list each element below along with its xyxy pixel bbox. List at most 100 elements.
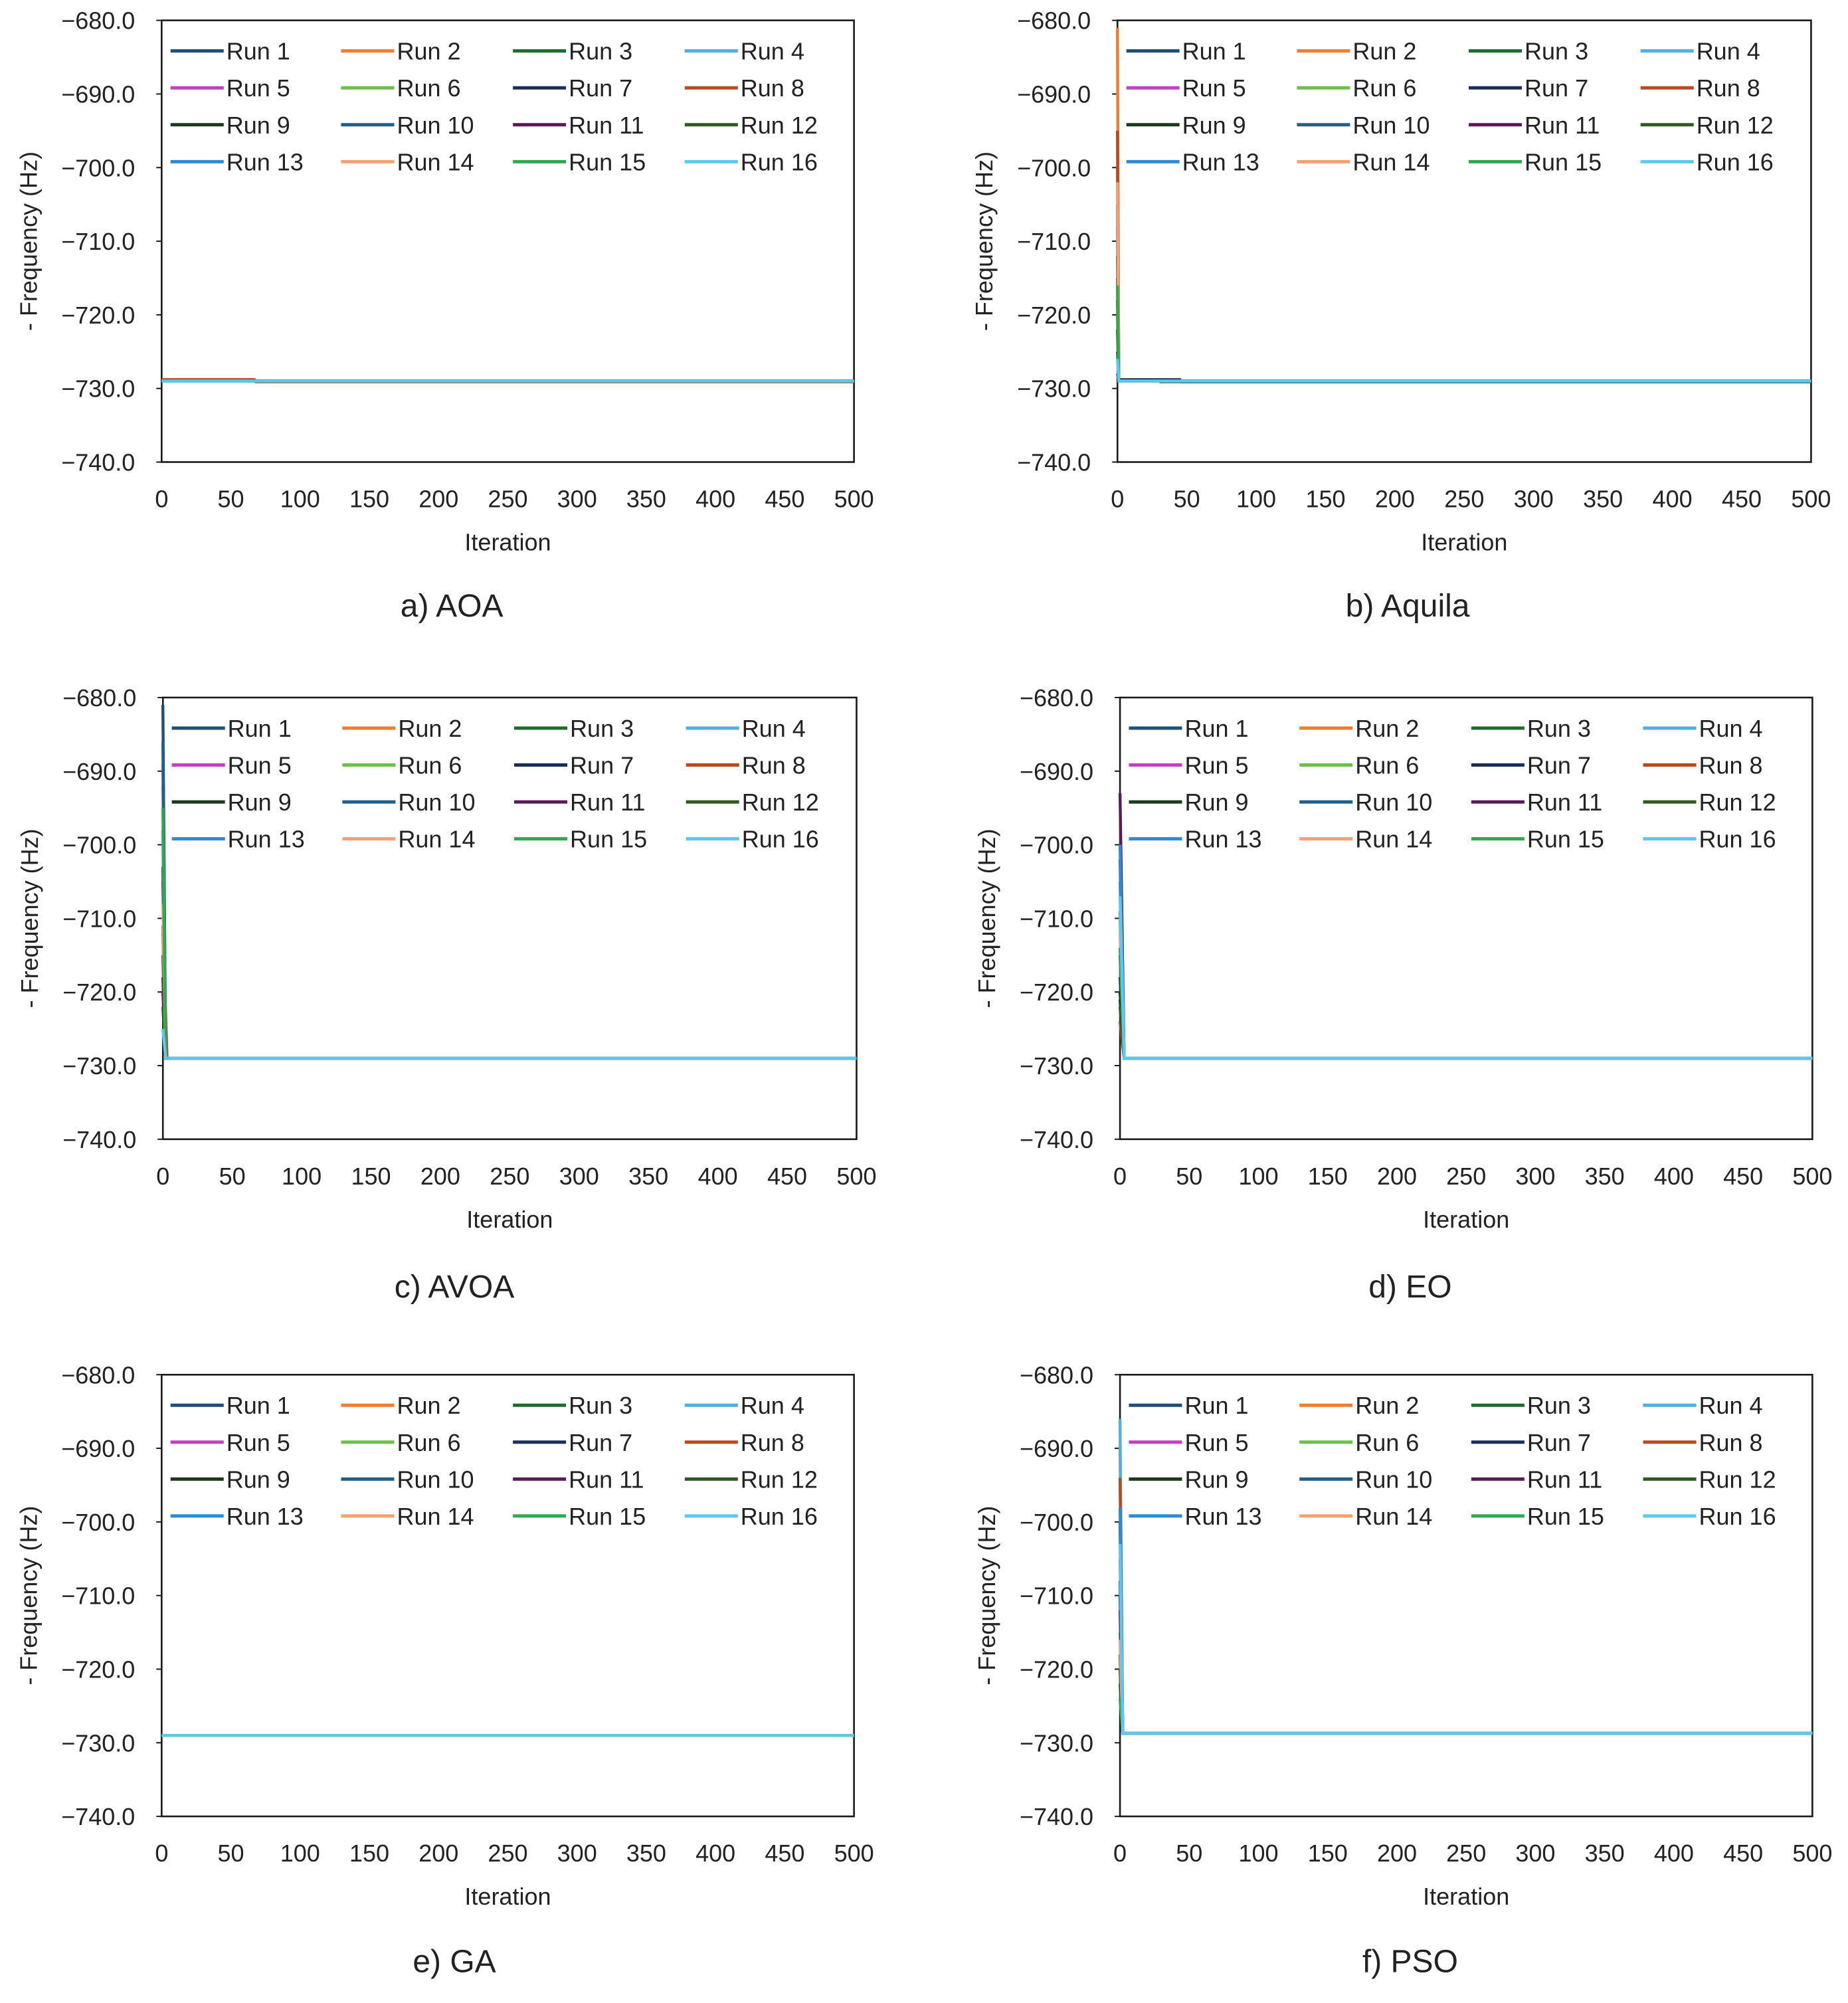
legend: Run 1 Run 2 Run 3 Run 4 Run 5 Run 6 Run 7 Run 8… (170, 1392, 818, 1530)
y-tick-label: −690.0 (1017, 80, 1091, 108)
panel-caption: e) GA (413, 1945, 496, 1980)
x-tick-label: 200 (1377, 1163, 1417, 1190)
chart-panel-c: −680.0 −690.0 −700.0 −710.0 −720.0 −730.0 −740… (16, 684, 876, 1305)
legend-label: Run 9 (1184, 789, 1248, 816)
x-tick-label: 500 (1791, 486, 1831, 513)
x-tick-label: 200 (418, 1840, 458, 1867)
legend-label: Run 14 (1352, 148, 1430, 175)
chart-panel-a: −680.0 −690.0 −700.0 −710.0 −720.0 −730.0 −740… (15, 7, 874, 624)
legend-label: Run 1 (1184, 715, 1248, 742)
legend-label: Run 11 (1527, 789, 1602, 816)
x-tick-label: 200 (420, 1163, 460, 1190)
panel-caption: b) Aquila (1346, 589, 1470, 624)
x-tick-label: 250 (488, 486, 527, 513)
y-tick-label: −720.0 (1017, 302, 1091, 329)
legend-label: Run 10 (1352, 112, 1430, 139)
legend-label: Run 4 (1699, 715, 1763, 742)
legend-label: Run 6 (398, 752, 462, 779)
x-tick-label: 300 (1515, 1840, 1555, 1867)
chart-panel-b: −680.0 −690.0 −700.0 −710.0 −720.0 −730.0 −740… (970, 7, 1831, 624)
y-tick-label: −720.0 (61, 1656, 135, 1683)
x-axis-label: Iteration (1423, 1883, 1509, 1910)
legend-label: Run 14 (1355, 1503, 1432, 1530)
plot-area (1116, 19, 1812, 463)
legend-label: Run 1 (1184, 1392, 1248, 1419)
legend-label: Run 14 (398, 826, 475, 853)
y-tick-label: −700.0 (1017, 154, 1091, 181)
x-tick-label: 200 (418, 486, 458, 513)
x-axis-label: Iteration (464, 529, 551, 556)
legend: Run 1 Run 2 Run 3 Run 4 Run 5 Run 6 Run 7 Run 8… (1129, 715, 1776, 853)
x-tick-label: 350 (628, 1163, 668, 1190)
legend-label: Run 12 (1699, 1466, 1776, 1493)
legend-label: Run 16 (1697, 148, 1774, 175)
legend-label: Run 3 (1527, 1392, 1591, 1419)
legend-label: Run 11 (570, 789, 645, 816)
legend-label: Run 10 (1355, 789, 1432, 816)
legend-label: Run 15 (569, 148, 646, 175)
plot-area (161, 696, 858, 1141)
x-tick-label: 150 (1308, 1163, 1348, 1190)
x-tick-label: 400 (695, 486, 735, 513)
legend-label: Run 4 (741, 1392, 804, 1419)
x-tick-label: 50 (218, 486, 244, 513)
legend-label: Run 12 (1697, 112, 1774, 139)
x-tick-label: 150 (349, 1840, 389, 1867)
legend-label: Run 4 (1697, 38, 1760, 65)
legend: Run 1 Run 2 Run 3 Run 4 Run 5 Run 6 Run 7 Run 8… (170, 38, 818, 175)
x-tick-label: 50 (218, 1840, 244, 1867)
legend-label: Run 5 (227, 1429, 290, 1456)
legend-label: Run 8 (1697, 74, 1760, 102)
legend-label: Run 5 (227, 74, 290, 102)
legend-label: Run 13 (227, 148, 304, 175)
y-tick-label: −690.0 (61, 1435, 135, 1462)
panel-caption: a) AOA (401, 589, 504, 624)
x-tick-label: 50 (1176, 1163, 1202, 1190)
legend-label: Run 2 (1355, 1392, 1419, 1419)
legend-label: Run 15 (570, 826, 647, 853)
y-axis-label: - Frequency (Hz) (16, 828, 43, 1008)
legend-label: Run 13 (227, 1503, 304, 1530)
x-tick-label: 400 (1653, 486, 1693, 513)
legend-label: Run 12 (741, 112, 818, 139)
x-tick-label: 450 (1722, 486, 1762, 513)
x-tick-label: 50 (1176, 1840, 1202, 1867)
x-tick-label: 0 (1111, 486, 1124, 513)
x-tick-label: 50 (219, 1163, 246, 1190)
legend-label: Run 4 (741, 38, 804, 65)
y-axis-label: - Frequency (Hz) (15, 151, 42, 331)
legend-label: Run 16 (741, 1503, 818, 1530)
legend-label: Run 10 (397, 1466, 474, 1493)
x-tick-label: 250 (488, 1840, 527, 1867)
x-tick-label: 100 (1238, 1163, 1278, 1190)
y-tick-label: −700.0 (1020, 1509, 1093, 1536)
legend-label: Run 2 (1355, 715, 1419, 742)
legend-label: Run 12 (742, 789, 819, 816)
legend: Run 1 Run 2 Run 3 Run 4 Run 5 Run 6 Run 7 Run 8… (171, 715, 819, 853)
legend-label: Run 15 (569, 1503, 646, 1530)
y-tick-label: −740.0 (61, 1803, 135, 1830)
x-tick-label: 150 (351, 1163, 391, 1190)
y-tick-label: −720.0 (61, 302, 135, 329)
legend-label: Run 10 (397, 112, 474, 139)
chart-panel-d: −680.0 −690.0 −700.0 −710.0 −720.0 −730.0 −740… (973, 684, 1832, 1305)
panel-caption: c) AVOA (395, 1270, 515, 1305)
x-tick-label: 500 (834, 486, 874, 513)
legend-label: Run 10 (1355, 1466, 1432, 1493)
x-tick-label: 100 (280, 1840, 320, 1867)
y-tick-label: −720.0 (1020, 979, 1093, 1006)
legend-label: Run 2 (398, 715, 462, 742)
legend-label: Run 16 (1699, 1503, 1776, 1530)
legend-label: Run 9 (227, 1466, 290, 1493)
legend-label: Run 5 (228, 752, 292, 779)
legend-label: Run 2 (397, 1392, 460, 1419)
legend-label: Run 8 (742, 752, 806, 779)
legend-label: Run 14 (397, 148, 474, 175)
x-axis-label: Iteration (1423, 1206, 1509, 1233)
legend-label: Run 1 (227, 38, 290, 65)
x-tick-label: 250 (1446, 1840, 1486, 1867)
legend-label: Run 16 (1699, 826, 1776, 853)
legend-label: Run 11 (569, 112, 644, 139)
x-tick-label: 0 (156, 1163, 169, 1190)
legend-label: Run 5 (1184, 752, 1248, 779)
